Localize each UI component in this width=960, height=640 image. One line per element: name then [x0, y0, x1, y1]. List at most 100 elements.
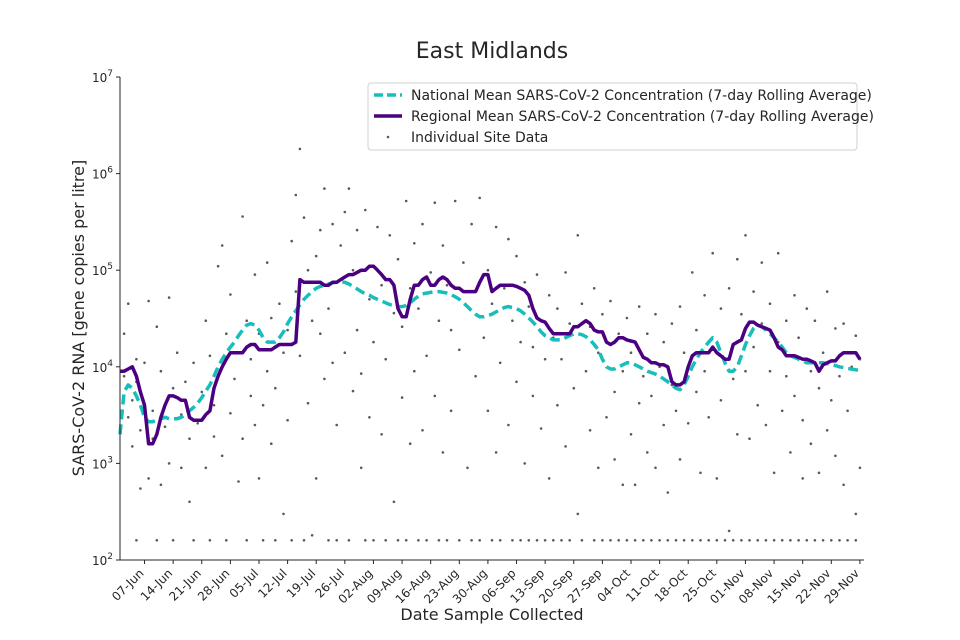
site-data-point [817, 471, 821, 475]
y-tick-label: 107 [92, 69, 113, 85]
site-data-point [797, 336, 800, 340]
site-data-point [417, 307, 420, 310]
y-tick-label: 104 [92, 359, 113, 375]
site-data-point [756, 539, 759, 542]
chart-title: East Midlands [416, 39, 569, 64]
site-data-point [543, 357, 547, 361]
site-data-point [490, 539, 494, 542]
site-data-point [789, 451, 792, 454]
site-data-point [715, 477, 719, 480]
site-data-point [633, 483, 637, 487]
site-data-point [388, 234, 392, 237]
x-tick-label: 12-Jul [255, 566, 289, 600]
site-data-point [785, 319, 788, 323]
site-data-point [274, 386, 277, 390]
site-data-point [727, 287, 731, 290]
site-data-point [449, 409, 453, 413]
site-data-point [666, 539, 670, 542]
site-data-point [425, 539, 428, 542]
site-data-point [817, 386, 821, 390]
site-data-point [335, 539, 339, 542]
site-data-point [286, 418, 289, 422]
site-data-point [789, 539, 792, 542]
site-data-point [396, 257, 400, 261]
site-data-point [241, 215, 244, 218]
site-data-point [699, 471, 702, 475]
site-data-point [400, 325, 404, 329]
site-data-point [180, 466, 183, 470]
site-data-point [736, 257, 739, 261]
site-data-point [854, 539, 858, 542]
site-data-point [613, 458, 616, 461]
site-data-point [560, 357, 563, 361]
site-data-point [122, 332, 126, 336]
site-data-point [421, 429, 424, 432]
site-data-point [842, 322, 845, 325]
legend-national-label: National Mean SARS-CoV-2 Concentration (… [411, 88, 872, 104]
site-data-point [225, 332, 228, 336]
site-data-point [793, 294, 796, 297]
site-data-point [752, 345, 755, 349]
site-data-point [265, 369, 269, 373]
site-data-point [813, 319, 817, 323]
site-data-point [343, 210, 347, 214]
site-data-point [384, 357, 388, 361]
site-data-point [200, 390, 204, 394]
site-data-point [470, 539, 473, 542]
site-data-point [674, 409, 678, 413]
site-data-point [695, 328, 698, 332]
regional-mean-line [120, 264, 862, 446]
site-data-point [646, 332, 649, 336]
site-data-point [135, 539, 138, 542]
site-data-point [715, 539, 719, 542]
site-data-point [674, 539, 678, 542]
site-data-point [556, 403, 559, 407]
site-data-point [584, 369, 588, 373]
site-data-point [821, 539, 825, 542]
site-data-point [355, 328, 359, 332]
site-data-point [192, 361, 195, 365]
scatter-layer [122, 147, 862, 542]
site-data-point [323, 187, 326, 190]
site-data-point [764, 539, 768, 542]
site-data-point [666, 491, 670, 494]
site-data-point [245, 319, 248, 323]
site-data-point [445, 539, 449, 542]
site-data-point [159, 483, 163, 487]
site-data-point [163, 425, 167, 429]
site-data-point [642, 374, 645, 378]
site-data-point [364, 208, 367, 212]
site-data-point [220, 454, 224, 458]
site-data-point [576, 234, 580, 237]
site-data-point [274, 539, 277, 542]
y-tick-label: 103 [92, 455, 113, 471]
site-data-point [278, 302, 281, 306]
site-data-point [597, 351, 600, 355]
site-data-point [347, 539, 351, 542]
site-data-point [441, 451, 445, 454]
site-data-point [731, 539, 735, 542]
site-data-point [744, 234, 747, 237]
site-data-point [760, 322, 764, 325]
site-data-point [498, 539, 502, 542]
site-data-point [703, 369, 706, 373]
site-data-point [682, 351, 686, 355]
site-data-point [249, 394, 253, 398]
site-data-point [282, 512, 285, 516]
site-data-point [727, 529, 731, 533]
site-data-point [167, 462, 171, 465]
site-data-point [437, 319, 441, 323]
y-axis-label: SARS-CoV-2 RNA [gene copies per litre] [69, 160, 88, 476]
site-data-point [319, 228, 322, 232]
site-data-point [825, 429, 829, 432]
site-data-point [854, 512, 858, 516]
site-data-point [462, 261, 465, 264]
site-data-point [805, 539, 809, 542]
site-data-point [515, 380, 518, 384]
site-data-point [433, 201, 437, 204]
site-data-point [699, 539, 702, 542]
site-data-point [535, 273, 539, 276]
site-data-point [220, 244, 224, 247]
site-data-point [560, 539, 563, 542]
site-data-point [184, 380, 187, 384]
